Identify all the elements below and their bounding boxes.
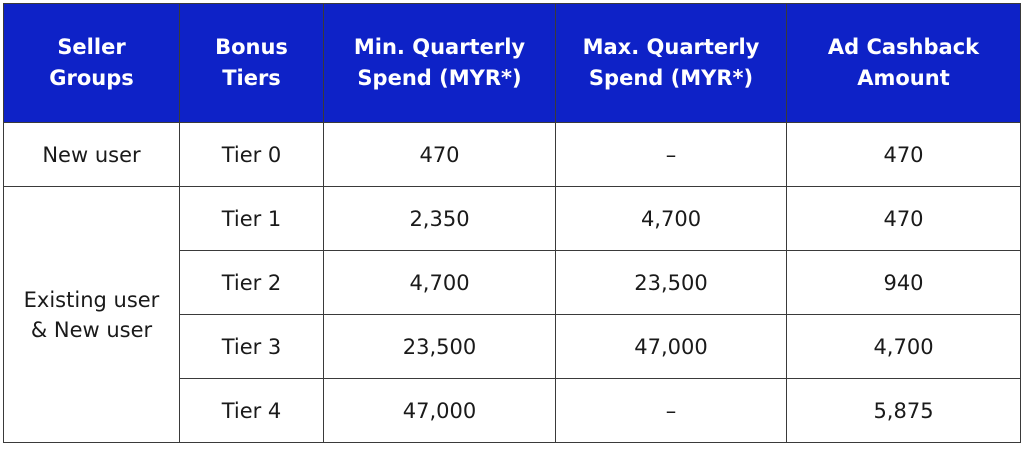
header-max-spend: Max. Quarterly Spend (MYR*) xyxy=(555,3,787,123)
header-min-spend: Min. Quarterly Spend (MYR*) xyxy=(323,3,556,123)
header-text: Bonus xyxy=(215,35,288,59)
header-text: Tiers xyxy=(222,66,281,90)
header-row: Seller Groups Bonus Tiers Min. Quarterly… xyxy=(3,3,1021,123)
cashback-cell: 4,700 xyxy=(786,314,1021,379)
header-text: Spend (MYR*) xyxy=(588,66,754,90)
tier-cell: Tier 4 xyxy=(179,378,324,443)
max-spend-cell: 4,700 xyxy=(555,186,787,251)
tier-cell: Tier 0 xyxy=(179,122,324,187)
cashback-cell: 940 xyxy=(786,250,1021,315)
max-spend-cell: 23,500 xyxy=(555,250,787,315)
seller-group-cell: Existing user & New user xyxy=(3,186,180,443)
seller-group-cell: New user xyxy=(3,122,180,187)
header-text: Min. Quarterly xyxy=(353,35,526,59)
header-bonus-tiers: Bonus Tiers xyxy=(179,3,324,123)
max-spend-cell: – xyxy=(555,122,787,187)
tier-cell: Tier 2 xyxy=(179,250,324,315)
min-spend-cell: 4,700 xyxy=(323,250,556,315)
table-row: Existing user & New user Tier 1 2,350 4,… xyxy=(3,186,1021,443)
header-text: Groups xyxy=(49,66,134,90)
max-spend-cell: 47,000 xyxy=(555,314,787,379)
tier-cell: Tier 3 xyxy=(179,314,324,379)
min-spend-cell: 470 xyxy=(323,122,556,187)
header-text: Amount xyxy=(857,66,950,90)
tier-cell: Tier 1 xyxy=(179,186,324,251)
cashback-cell: 470 xyxy=(786,122,1021,187)
seller-group-text: Existing user xyxy=(23,287,160,312)
header-text: Spend (MYR*) xyxy=(357,66,522,90)
cashback-tier-table: Seller Groups Bonus Tiers Min. Quarterly… xyxy=(3,3,1021,443)
seller-group-text: & New user xyxy=(30,317,153,342)
table-row: Tier 4 47,000 – 5,875 xyxy=(4,378,1021,443)
cashback-cell: 5,875 xyxy=(786,378,1021,443)
header-text: Max. Quarterly xyxy=(582,35,760,59)
header-text: Seller xyxy=(57,35,126,59)
cashback-cell: 470 xyxy=(786,186,1021,251)
cashback-tier-table-container: Seller Groups Bonus Tiers Min. Quarterly… xyxy=(3,3,1021,451)
header-ad-cashback: Ad Cashback Amount xyxy=(786,3,1021,123)
min-spend-cell: 2,350 xyxy=(323,186,556,251)
header-text: Ad Cashback xyxy=(827,35,980,59)
min-spend-cell: 23,500 xyxy=(323,314,556,379)
min-spend-cell: 47,000 xyxy=(323,378,556,443)
header-seller-groups: Seller Groups xyxy=(3,3,180,123)
max-spend-cell: – xyxy=(555,378,787,443)
table-row: New user Tier 0 470 – 470 xyxy=(3,122,1021,187)
